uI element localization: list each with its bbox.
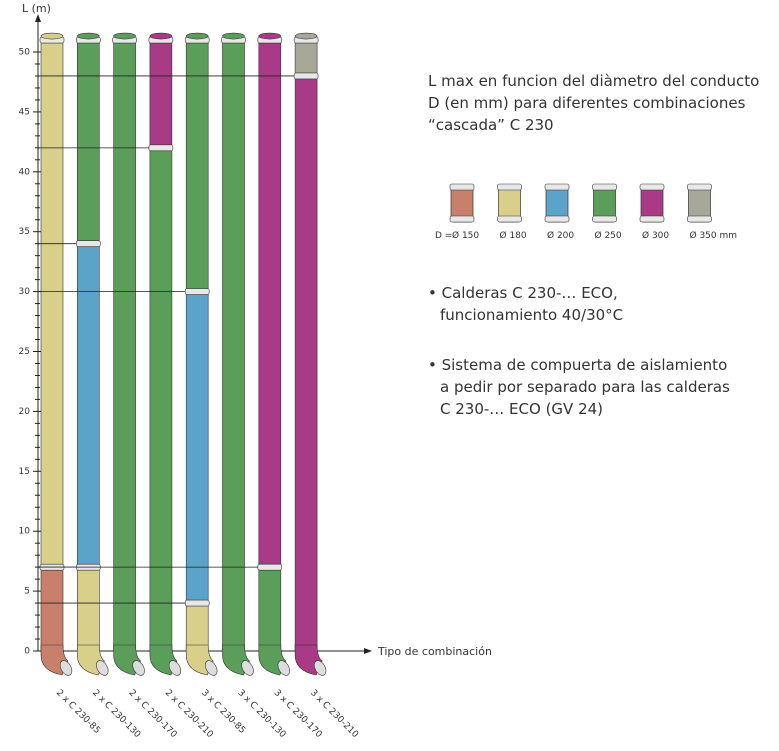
legend-ring [687,183,712,191]
pipe-segment [77,39,100,244]
pipe-cap [294,32,318,40]
pipe-cap [113,32,136,40]
legend-ring [544,215,570,223]
pipe-segment [222,39,245,652]
pipe-elbow-end [277,660,290,676]
pipe-segment [149,39,173,149]
pipe-cap [77,32,100,40]
y-arrow [35,14,41,22]
pipe-cap [258,32,282,40]
pipe-elbow-end [313,660,327,676]
pipe-ring [257,563,283,571]
legend-ring [592,215,617,223]
bullet-line: funcionamiento 40/30°C [440,306,623,324]
pipe-segment [40,39,64,568]
bullet-line: • Sistema de compuerta de aislamiento [428,356,727,374]
x-axis-label: Tipo de combinación [377,645,492,658]
pipe-segment [113,39,136,652]
legend-ring [497,215,522,223]
y-axis-label: L (m) [22,2,51,15]
x-arrow [364,648,372,654]
legend-prefix: D = [435,231,452,241]
legend-ring [544,183,570,191]
bullet-line: C 230-… ECO (GV 24) [440,400,603,418]
y-tick-label: 35 [19,227,30,237]
y-tick-label: 40 [19,167,31,177]
pipe-ring [293,72,319,80]
pipe-segment [77,566,100,652]
pipe-cap [149,32,173,40]
pipe-cap [185,32,209,40]
y-tick-label: 5 [24,587,30,597]
y-tick-label: 50 [19,48,31,58]
y-tick-label: 0 [24,647,30,657]
pipe-segment [40,566,64,652]
pipe-cap [40,32,64,40]
pipe-segment [258,39,282,568]
bullet-line: • Calderas C 230-… ECO, [428,284,618,302]
legend-ring [449,215,475,223]
y-tick-label: 45 [19,107,30,117]
info-line: L max en funcion del diàmetro del conduc… [428,72,759,90]
pipe-elbow-end [241,660,254,676]
pipe-elbow-end [168,660,182,676]
legend-label: Ø 350 mm [690,230,738,241]
pipe-segment [185,602,209,652]
pipe-elbow-end [96,660,109,676]
y-tick-label: 15 [19,467,30,477]
pipe-segment [294,39,318,77]
legend-label: Ø 180 [500,230,527,241]
pipe-cap [222,32,245,40]
legend-ring [639,215,665,223]
pipe-elbow-end [205,660,218,676]
bullet-line: a pedir por separado para las calderas [440,378,730,396]
legend-ring [592,183,617,191]
pipe-segment [149,147,173,652]
pipe-ring [184,288,210,295]
info-line: “cascada” C 230 [428,116,554,134]
pipe-elbow-end [132,660,145,676]
legend-ring [497,183,522,191]
y-tick-label: 30 [19,287,31,297]
legend-label: Ø 200 [547,230,574,241]
y-tick-label: 20 [19,407,31,417]
pipe-segment [77,243,100,568]
legend-label: Ø 150 [452,230,479,241]
legend-ring [687,215,712,223]
pipe-ring [76,240,101,247]
pipe-segment [258,566,282,652]
pipe-ring [148,144,174,152]
legend-ring [639,183,665,191]
legend-label: Ø 300 [642,230,669,241]
pipe-segment [185,39,209,292]
pipe-segment [185,291,209,604]
info-line: D (en mm) para diferentes combinaciones [428,94,746,112]
pipe-segment [294,75,318,652]
pipe-elbow-end [59,660,73,676]
legend-ring [449,183,475,191]
y-tick-label: 25 [19,347,30,357]
y-tick-label: 10 [19,527,31,537]
pipe-ring [184,599,210,607]
legend-label: Ø 250 [595,230,622,241]
